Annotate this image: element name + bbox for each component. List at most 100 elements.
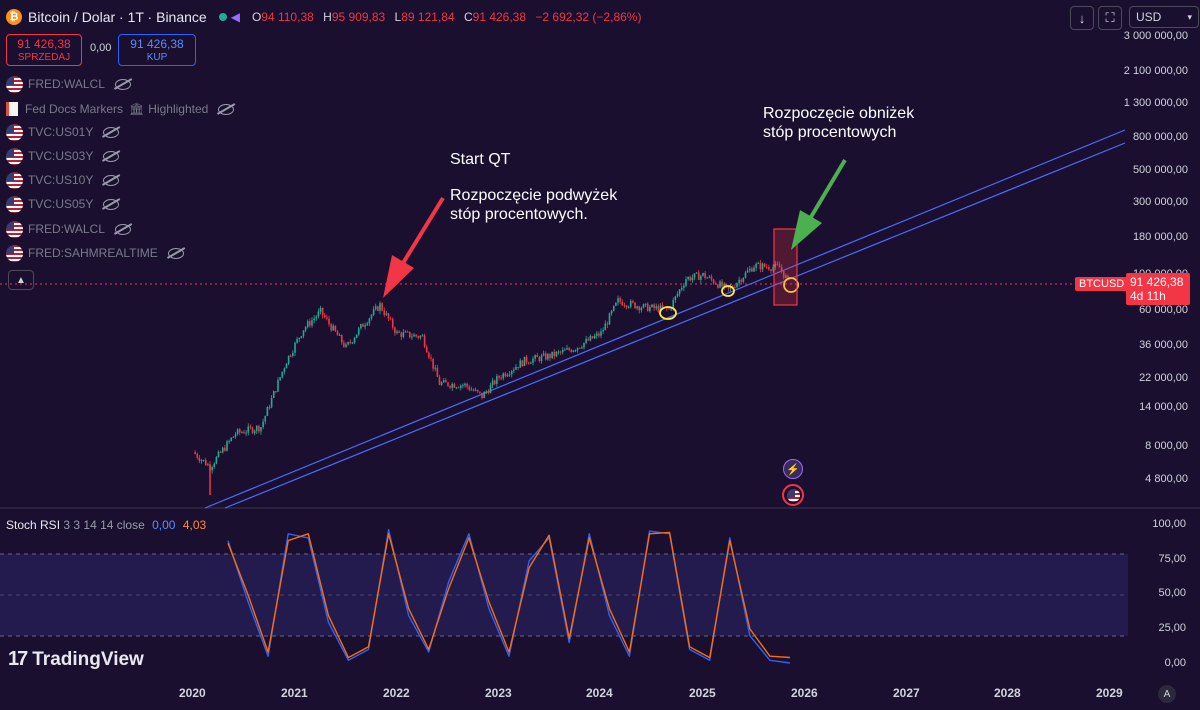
eye-off-icon[interactable] <box>103 150 120 162</box>
auto-scale-button[interactable]: A <box>1158 685 1176 703</box>
indicator-row[interactable]: TVC:US03Y <box>6 146 120 166</box>
candle-body <box>753 267 755 272</box>
chevron-up-icon: ▲ <box>16 274 26 286</box>
download-button[interactable]: ↓ <box>1070 6 1094 30</box>
eye-off-icon[interactable] <box>167 247 184 259</box>
fullscreen-button[interactable]: ⛶ <box>1098 6 1122 30</box>
stoch-tick: 0,00 <box>1164 657 1186 669</box>
candle-body <box>430 357 432 359</box>
bank-icon: 🏛 <box>129 102 145 116</box>
indicator-row[interactable]: FRED:WALCL <box>6 74 131 94</box>
candle-body <box>304 327 307 331</box>
candle-body <box>542 353 545 356</box>
stoch-rsi-legend[interactable]: Stoch RSI 3 3 14 14 close 0,00 4,03 <box>6 518 206 532</box>
indicator-row[interactable]: TVC:US01Y <box>6 122 120 142</box>
currency-select[interactable]: USD ▾ <box>1129 6 1199 28</box>
candle-body <box>311 320 313 326</box>
current-price-value: 91 426,38 <box>1130 275 1184 289</box>
lightning-event-icon[interactable]: ⚡ <box>783 459 803 479</box>
annotation-hikes-2[interactable]: stóp procentowych. <box>450 206 588 223</box>
candle-body <box>787 275 789 278</box>
candle-body <box>211 467 213 471</box>
indicator-label: TVC:US03Y <box>28 149 94 163</box>
candle-body <box>561 349 564 353</box>
candle-body <box>755 263 757 268</box>
tradingview-logo[interactable]: 17 TradingView <box>8 648 144 671</box>
collapse-legend-button[interactable]: ▲ <box>8 270 34 290</box>
candle-body <box>674 296 677 300</box>
buy-button[interactable]: 91 426,38 KUP <box>118 34 196 66</box>
candle-body <box>657 306 660 312</box>
candle-body <box>744 272 747 278</box>
candle-body <box>425 346 428 353</box>
candle-body <box>572 350 575 352</box>
candle-body <box>489 384 492 394</box>
price-tick: 1 300 000,00 <box>1123 97 1188 109</box>
candle-body <box>315 316 318 319</box>
us-flag-icon <box>6 147 23 165</box>
candle-body <box>485 391 488 393</box>
candle-body <box>523 356 526 367</box>
candle-body <box>721 281 723 287</box>
share-icon[interactable]: ◀ <box>230 10 240 24</box>
annotation-cuts-1[interactable]: Rozpoczęcie obniżek <box>763 105 915 122</box>
indicator-label: FRED:WALCL <box>28 222 105 236</box>
eye-off-icon[interactable] <box>114 223 131 235</box>
candle-body <box>338 335 341 337</box>
candle-body <box>719 281 721 288</box>
candle-body <box>266 407 269 416</box>
candle-body <box>457 387 460 389</box>
candle-body <box>695 272 698 274</box>
candle-body <box>759 262 762 270</box>
support-touch-2 <box>721 285 735 297</box>
eye-off-icon[interactable] <box>103 198 120 210</box>
us-event-marker[interactable] <box>782 484 804 506</box>
indicator-row[interactable]: Fed Docs Markers 🏛 Highlighted <box>6 99 235 119</box>
candle-body <box>557 351 560 353</box>
candle-body <box>207 464 209 466</box>
candle-body <box>464 383 466 386</box>
candle-body <box>253 430 256 433</box>
candle-body <box>394 327 396 333</box>
price-change: −2 692,32 (−2,86%) <box>535 10 642 24</box>
candle-body <box>436 367 439 377</box>
candle-body <box>782 271 785 278</box>
annotation-hikes-1[interactable]: Rozpoczęcie podwyżek <box>450 187 618 204</box>
candle-body <box>768 267 770 270</box>
candle-body <box>383 310 386 315</box>
tv-logo-icon: 17 <box>8 648 28 670</box>
candle-body <box>258 425 260 432</box>
candle-body <box>351 342 354 344</box>
candle-body <box>510 370 513 375</box>
candle-body <box>646 303 649 312</box>
candle-body <box>693 273 696 278</box>
annotation-start-qt[interactable]: Start QT <box>450 151 511 168</box>
candle-body <box>710 276 713 280</box>
annotation-cuts-2[interactable]: stóp procentowych <box>763 124 897 141</box>
candle-body <box>493 380 496 384</box>
time-tick: 2026 <box>791 686 818 700</box>
candle-body <box>551 351 553 359</box>
candle-body <box>366 323 369 326</box>
indicator-row[interactable]: FRED:SAHMREALTIME <box>6 243 184 263</box>
eye-off-icon[interactable] <box>103 174 120 186</box>
sell-button[interactable]: 91 426,38 SPRZEDAJ <box>6 34 82 66</box>
eye-off-icon[interactable] <box>218 103 235 115</box>
indicator-row[interactable]: TVC:US05Y <box>6 194 120 214</box>
candle-body <box>281 371 284 378</box>
eye-off-icon[interactable] <box>114 78 131 90</box>
us-flag-icon <box>6 171 23 189</box>
candle-body <box>765 266 768 268</box>
candle-body <box>748 268 751 271</box>
candle-body <box>415 334 417 337</box>
candle-body <box>300 336 303 338</box>
price-tick: 2 100 000,00 <box>1123 65 1188 77</box>
candle-body <box>610 310 613 314</box>
candle-body <box>198 457 201 462</box>
indicator-row[interactable]: TVC:US10Y <box>6 170 120 190</box>
symbol-title[interactable]: Bitcoin / Dolar · 1T · Binance <box>28 9 207 25</box>
indicator-row[interactable]: FRED:WALCL <box>6 219 131 239</box>
candle-body <box>600 331 602 336</box>
eye-off-icon[interactable] <box>103 126 120 138</box>
